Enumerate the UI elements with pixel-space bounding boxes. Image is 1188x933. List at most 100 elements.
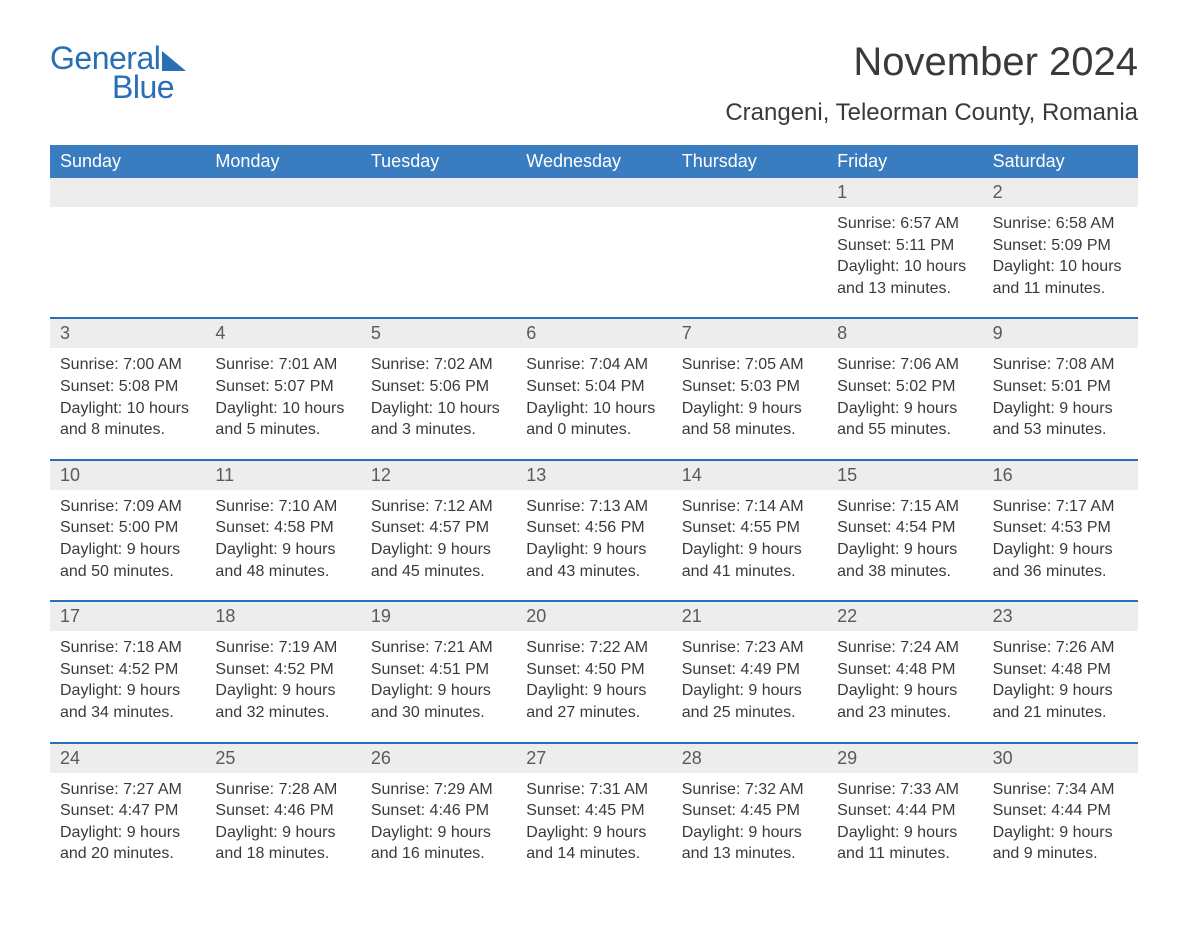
daylight-text: and 43 minutes. (526, 561, 661, 583)
day-cell-body: Sunrise: 7:10 AMSunset: 4:58 PMDaylight:… (205, 490, 360, 600)
daylight-text: and 8 minutes. (60, 419, 195, 441)
day-number: 8 (827, 319, 982, 348)
day-cell-body (361, 207, 516, 317)
sunset-text: Sunset: 4:54 PM (837, 517, 972, 539)
sunrise-text: Sunrise: 7:33 AM (837, 779, 972, 801)
sunset-text: Sunset: 5:00 PM (60, 517, 195, 539)
daylight-text: and 23 minutes. (837, 702, 972, 724)
day-header: Monday (205, 145, 360, 178)
daylight-text: Daylight: 10 hours (837, 256, 972, 278)
daylight-text: and 25 minutes. (682, 702, 817, 724)
daylight-text: and 41 minutes. (682, 561, 817, 583)
daylight-text: and 21 minutes. (993, 702, 1128, 724)
day-cell-body: Sunrise: 7:22 AMSunset: 4:50 PMDaylight:… (516, 631, 671, 741)
sunset-text: Sunset: 4:50 PM (526, 659, 661, 681)
day-cell-body: Sunrise: 6:58 AMSunset: 5:09 PMDaylight:… (983, 207, 1138, 317)
sunset-text: Sunset: 4:53 PM (993, 517, 1128, 539)
daylight-text: Daylight: 10 hours (371, 398, 506, 420)
sunset-text: Sunset: 4:57 PM (371, 517, 506, 539)
day-number: 22 (827, 602, 982, 631)
day-cell-body: Sunrise: 7:18 AMSunset: 4:52 PMDaylight:… (50, 631, 205, 741)
daylight-text: Daylight: 9 hours (215, 680, 350, 702)
day-cell-body (672, 207, 827, 317)
day-cell-body: Sunrise: 6:57 AMSunset: 5:11 PMDaylight:… (827, 207, 982, 317)
sunrise-text: Sunrise: 7:29 AM (371, 779, 506, 801)
day-cell-body: Sunrise: 7:31 AMSunset: 4:45 PMDaylight:… (516, 773, 671, 883)
logo-text-blue: Blue (112, 69, 174, 106)
day-number: 16 (983, 461, 1138, 490)
day-number: 1 (827, 178, 982, 207)
sunset-text: Sunset: 5:07 PM (215, 376, 350, 398)
day-cell-body: Sunrise: 7:02 AMSunset: 5:06 PMDaylight:… (361, 348, 516, 458)
daylight-text: and 58 minutes. (682, 419, 817, 441)
day-number: 20 (516, 602, 671, 631)
day-number: 28 (672, 744, 827, 773)
day-number: 30 (983, 744, 1138, 773)
daylight-text: Daylight: 10 hours (215, 398, 350, 420)
calendar-week: 10111213141516Sunrise: 7:09 AMSunset: 5:… (50, 459, 1138, 600)
daylight-text: Daylight: 9 hours (371, 539, 506, 561)
day-number: 11 (205, 461, 360, 490)
sunrise-text: Sunrise: 7:09 AM (60, 496, 195, 518)
day-cell-body: Sunrise: 7:32 AMSunset: 4:45 PMDaylight:… (672, 773, 827, 883)
daylight-text: Daylight: 9 hours (993, 539, 1128, 561)
daylight-text: and 53 minutes. (993, 419, 1128, 441)
daylight-text: Daylight: 9 hours (682, 539, 817, 561)
daylight-text: Daylight: 9 hours (682, 822, 817, 844)
daylight-text: and 50 minutes. (60, 561, 195, 583)
day-number: 26 (361, 744, 516, 773)
day-number: 17 (50, 602, 205, 631)
day-number: 7 (672, 319, 827, 348)
daylight-text: and 5 minutes. (215, 419, 350, 441)
location-subtitle: Crangeni, Teleorman County, Romania (725, 99, 1138, 127)
sunset-text: Sunset: 4:48 PM (837, 659, 972, 681)
daylight-text: and 11 minutes. (837, 843, 972, 865)
calendar-week: 3456789Sunrise: 7:00 AMSunset: 5:08 PMDa… (50, 317, 1138, 458)
daylight-text: Daylight: 9 hours (526, 680, 661, 702)
sunrise-text: Sunrise: 7:02 AM (371, 354, 506, 376)
sunset-text: Sunset: 4:45 PM (526, 800, 661, 822)
sunset-text: Sunset: 5:02 PM (837, 376, 972, 398)
daylight-text: and 11 minutes. (993, 278, 1128, 300)
daylight-text: and 9 minutes. (993, 843, 1128, 865)
daylight-text: and 13 minutes. (837, 278, 972, 300)
day-cell-body: Sunrise: 7:23 AMSunset: 4:49 PMDaylight:… (672, 631, 827, 741)
sunrise-text: Sunrise: 7:24 AM (837, 637, 972, 659)
sunrise-text: Sunrise: 7:21 AM (371, 637, 506, 659)
calendar-week: 24252627282930Sunrise: 7:27 AMSunset: 4:… (50, 742, 1138, 883)
day-number: 5 (361, 319, 516, 348)
sunset-text: Sunset: 4:46 PM (371, 800, 506, 822)
sunset-text: Sunset: 4:58 PM (215, 517, 350, 539)
daylight-text: Daylight: 9 hours (371, 680, 506, 702)
day-number (50, 178, 205, 207)
daylight-text: Daylight: 9 hours (682, 398, 817, 420)
daylight-text: Daylight: 10 hours (993, 256, 1128, 278)
day-number (672, 178, 827, 207)
daylight-text: Daylight: 10 hours (60, 398, 195, 420)
day-header: Sunday (50, 145, 205, 178)
day-header: Saturday (983, 145, 1138, 178)
sunrise-text: Sunrise: 7:23 AM (682, 637, 817, 659)
sunrise-text: Sunrise: 7:13 AM (526, 496, 661, 518)
day-cell-body: Sunrise: 7:04 AMSunset: 5:04 PMDaylight:… (516, 348, 671, 458)
daylight-text: and 27 minutes. (526, 702, 661, 724)
sunrise-text: Sunrise: 7:32 AM (682, 779, 817, 801)
sunrise-text: Sunrise: 7:01 AM (215, 354, 350, 376)
day-cell-body (205, 207, 360, 317)
day-number: 27 (516, 744, 671, 773)
day-cell-body: Sunrise: 7:01 AMSunset: 5:07 PMDaylight:… (205, 348, 360, 458)
day-number: 3 (50, 319, 205, 348)
day-cell-body: Sunrise: 7:06 AMSunset: 5:02 PMDaylight:… (827, 348, 982, 458)
sunset-text: Sunset: 4:55 PM (682, 517, 817, 539)
day-number: 14 (672, 461, 827, 490)
day-number: 10 (50, 461, 205, 490)
sunrise-text: Sunrise: 7:15 AM (837, 496, 972, 518)
sunrise-text: Sunrise: 7:06 AM (837, 354, 972, 376)
day-number: 13 (516, 461, 671, 490)
day-number: 2 (983, 178, 1138, 207)
daylight-text: Daylight: 9 hours (215, 822, 350, 844)
day-number: 21 (672, 602, 827, 631)
sunset-text: Sunset: 5:08 PM (60, 376, 195, 398)
day-cell-body: Sunrise: 7:24 AMSunset: 4:48 PMDaylight:… (827, 631, 982, 741)
day-number: 4 (205, 319, 360, 348)
